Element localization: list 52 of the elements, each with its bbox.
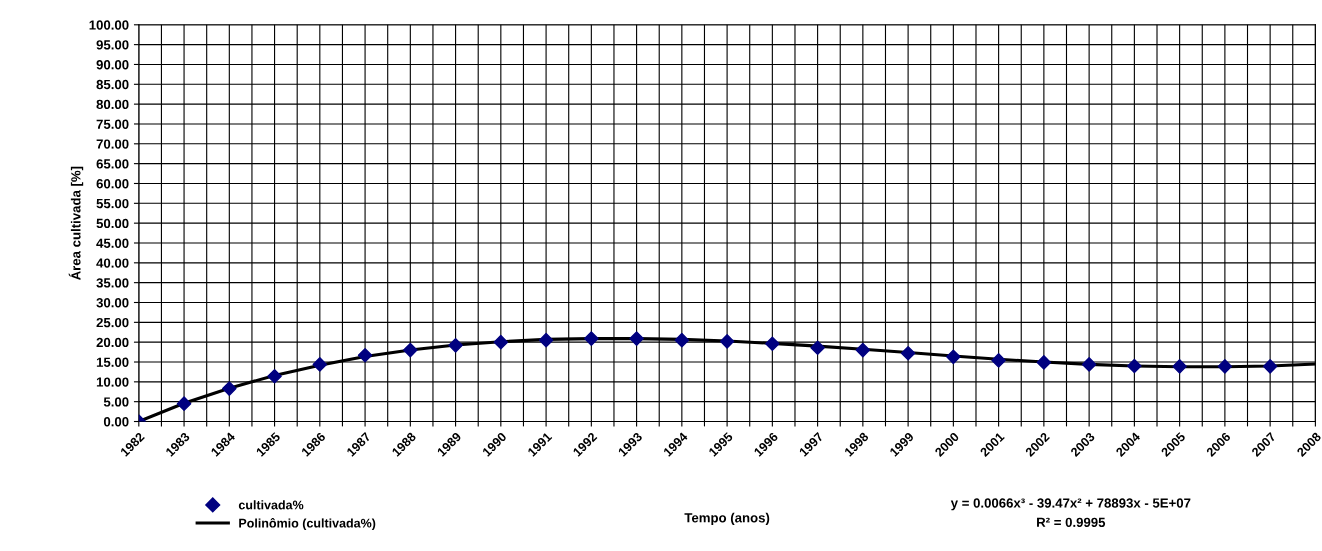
- y-tick-label: 100.00: [89, 20, 129, 30]
- point: [629, 331, 644, 346]
- point: [991, 353, 1006, 368]
- point: [538, 332, 554, 348]
- point: [1217, 359, 1233, 374]
- point: [900, 345, 916, 361]
- y-tick-label: 5.00: [103, 397, 129, 407]
- y-tick-label: 75.00: [96, 119, 129, 129]
- y-tick-label: 50.00: [96, 218, 129, 229]
- legend-label: Polinômio (cultivada%): [239, 518, 376, 531]
- point: [1081, 357, 1097, 372]
- point: [810, 340, 825, 356]
- point: [312, 357, 328, 372]
- legend-label: cultivada%: [238, 500, 304, 510]
- y-tick-label: 0.00: [103, 417, 129, 427]
- point: [403, 342, 418, 358]
- y-tick-label: 25.00: [96, 317, 129, 328]
- y-tick-label: 40.00: [96, 258, 129, 268]
- point: [176, 396, 192, 411]
- point: [493, 334, 509, 350]
- point: [357, 347, 373, 363]
- text: y = 0.0066x³ - 39.47x² + 78893x - 5E+07: [950, 498, 1191, 511]
- y-tick-label: 20.00: [96, 337, 129, 348]
- y-tick-label: 30.00: [96, 298, 129, 308]
- point: [222, 381, 237, 396]
- point: [1262, 359, 1278, 374]
- point: [1172, 359, 1187, 374]
- y-tick-label: 45.00: [96, 238, 129, 248]
- y-tick-label: 80.00: [96, 99, 129, 110]
- point: [448, 338, 463, 353]
- y-tick-label: 35.00: [96, 278, 129, 288]
- text: R² = 0.9995: [1037, 517, 1106, 527]
- y-tick-label: 90.00: [96, 60, 129, 70]
- y-tick-label: 10.00: [96, 377, 129, 387]
- point: [946, 349, 961, 365]
- y-tick-label: 95.00: [96, 40, 129, 50]
- point: [1036, 355, 1052, 370]
- point: [267, 369, 282, 384]
- y-tick-label: 85.00: [96, 79, 129, 90]
- y-tick-label: 60.00: [96, 179, 129, 189]
- point: [584, 331, 599, 346]
- x-axis-title: Tempo (anos): [684, 512, 770, 526]
- point: [674, 332, 690, 348]
- point: [719, 334, 735, 349]
- y-tick-label: 15.00: [96, 357, 129, 367]
- y-tick-label: 70.00: [96, 139, 129, 149]
- point: [765, 336, 780, 352]
- y-tick-label: 55.00: [96, 198, 129, 209]
- y-axis-title: Área cultivada [%]: [68, 166, 84, 281]
- y-tick-label: 65.00: [96, 159, 129, 169]
- point: [1127, 358, 1142, 374]
- point: [855, 342, 871, 358]
